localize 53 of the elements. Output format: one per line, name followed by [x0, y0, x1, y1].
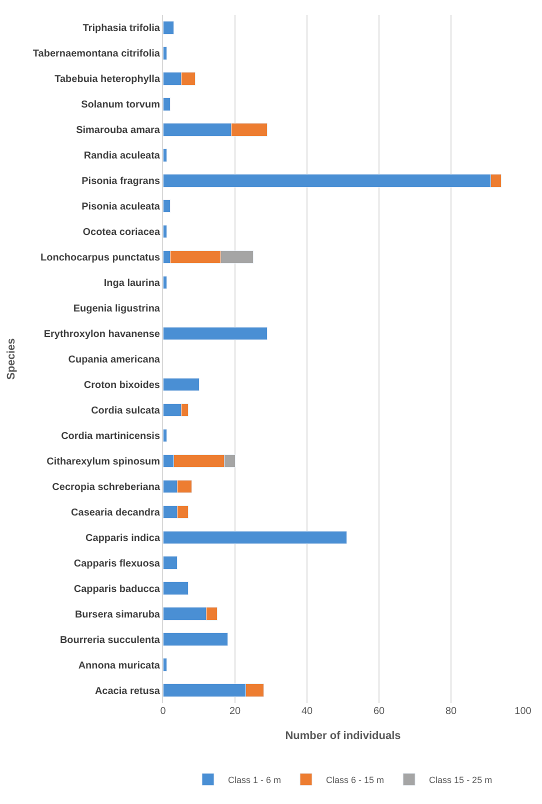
y-tick-label: Cupania americana [68, 354, 160, 366]
bar [163, 148, 167, 162]
x-tick-label: 80 [445, 706, 457, 717]
y-tick-label: Bursera simaruba [74, 609, 160, 620]
y-tick-label: Cecropia schreberiana [52, 482, 160, 493]
y-tick-label: Capparis flexuosa [74, 558, 160, 570]
bar [163, 46, 167, 60]
legend-label: Class 6 - 15 m [326, 774, 384, 785]
bar [163, 530, 347, 544]
bar [163, 21, 174, 34]
bar [163, 556, 178, 570]
y-tick-label: Tabebuia heterophylla [54, 74, 160, 86]
y-tick-label: Ocotea coriacea [82, 227, 160, 238]
y-tick-label: Solanum torvum [81, 100, 160, 111]
y-tick-label: Bourreria succulenta [60, 634, 160, 646]
bar [163, 632, 228, 646]
y-tick-label: Simarouba amara [76, 125, 160, 136]
y-tick-label: Randia aculeata [84, 150, 160, 162]
legend-label: Class 15 - 25 m [429, 774, 492, 785]
bar [163, 224, 167, 238]
x-tick-label: 40 [301, 706, 313, 717]
y-tick-label: Cordia sulcata [91, 405, 160, 416]
y-tick-label: Pisonia aculeata [82, 202, 160, 213]
y-tick-label: Triphasia trifolia [82, 23, 160, 34]
x-axis-title: Number of individuals [285, 730, 401, 742]
x-tick-label: 0 [160, 706, 166, 717]
y-tick-label: Cordia martinicensis [61, 430, 160, 442]
legend-label: Class 1 - 6 m [228, 774, 282, 785]
y-tick-label: Casearia decandra [71, 507, 160, 518]
y-tick-label: Pisonia fragrans [82, 176, 160, 188]
bar [163, 98, 170, 111]
y-tick-label: Lonchocarpus punctatus [40, 252, 160, 264]
bar [163, 378, 200, 392]
x-tick-label: 100 [514, 706, 532, 717]
x-tick-label: 60 [373, 706, 385, 717]
bar [163, 199, 170, 213]
bar [163, 326, 268, 340]
y-tick-label: Croton bixoides [84, 380, 160, 391]
y-tick-label: Citharexylum spinosum [46, 456, 160, 468]
bar [163, 276, 167, 290]
y-tick-label: Capparis indica [86, 532, 160, 544]
y-tick-label: Acacia retusa [94, 686, 160, 697]
y-tick-label: Tabernaemontana citrifolia [32, 48, 160, 60]
bar [163, 658, 167, 672]
bar [163, 582, 188, 595]
y-axis-title: Species [6, 338, 18, 380]
x-tick-label: 20 [229, 706, 241, 717]
bar [163, 428, 167, 442]
y-tick-label: Inga laurina [104, 278, 160, 290]
y-tick-label: Annona muricata [78, 660, 160, 672]
y-tick-label: Capparis baducca [74, 584, 160, 595]
y-tick-label: Eugenia ligustrina [73, 304, 160, 315]
y-tick-label: Erythroxylon havanense [44, 329, 160, 340]
